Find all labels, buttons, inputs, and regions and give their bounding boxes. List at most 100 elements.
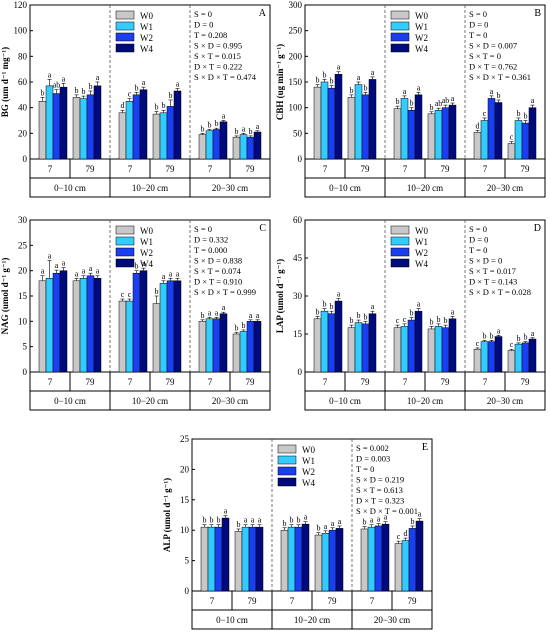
significance-letter: b [249, 127, 253, 136]
bar-W4 [253, 321, 262, 373]
bar-W4 [219, 313, 228, 373]
y-tick-label: 150 [289, 77, 303, 87]
time-label: 7 [128, 164, 133, 174]
bar-W2 [408, 528, 417, 592]
significance-letter: b [235, 127, 239, 136]
significance-letter: a [418, 510, 422, 519]
bar-W2 [441, 107, 450, 160]
legend-swatch-W2 [115, 32, 135, 42]
significance-letter: a [176, 269, 180, 278]
significance-letter: d [121, 101, 125, 110]
legend-swatch-W0 [115, 225, 135, 235]
significance-letter: b [330, 302, 334, 311]
legend-label: W2 [415, 33, 428, 43]
bar-W4 [59, 270, 68, 373]
significance-letter: a [384, 513, 388, 522]
bar-W4 [139, 270, 148, 373]
bar-W4 [93, 278, 102, 373]
bar-W4 [59, 86, 68, 160]
y-axis-label: BG (um d⁻¹ mg⁻¹) [0, 47, 10, 117]
panel-frame [304, 4, 546, 198]
significance-letter: a [451, 94, 455, 103]
bar-W2 [166, 280, 175, 373]
stat-line: S × T = 0.015 [194, 51, 241, 61]
significance-letter: ab [435, 99, 443, 108]
bar-W2 [52, 93, 61, 160]
stat-line: S × D = 0.007 [469, 41, 517, 51]
legend-swatch-W2 [277, 466, 297, 476]
bar-W4 [415, 520, 424, 592]
significance-letter: a [82, 267, 86, 276]
y-tick-label: 120 [14, 0, 28, 10]
significance-letter: a [96, 267, 100, 276]
time-label: 7 [403, 164, 408, 174]
y-tick-label: 20 [180, 464, 190, 474]
legend-label: W4 [140, 44, 153, 54]
panel-B: 0 50 100 150 200 250 300 CBH (ug min⁻¹ g⁻¹) B 7 79… [275, 0, 546, 198]
significance-letter: a [215, 308, 219, 317]
legend-swatch-W4 [390, 43, 410, 53]
y-tick-label: 5 [185, 556, 190, 566]
stat-line: D × T = 0.323 [356, 496, 404, 506]
bar-W0 [38, 101, 47, 160]
y-tick-label: 300 [289, 0, 303, 10]
significance-letter: b [490, 331, 494, 340]
time-label: 79 [361, 377, 371, 387]
significance-letter: b [497, 91, 501, 100]
bar-W0 [427, 328, 436, 373]
significance-letter: b [524, 112, 528, 121]
significance-letter: a [249, 311, 253, 320]
bar-W2 [521, 342, 530, 373]
significance-letter: a [142, 259, 146, 268]
bar-W2 [407, 319, 416, 373]
bar-W1 [434, 109, 443, 160]
significance-letter: a [403, 87, 407, 96]
bar-W1 [45, 278, 54, 373]
bar-W1 [434, 326, 443, 373]
bar-W2 [212, 318, 221, 373]
significance-letter: b [430, 317, 434, 326]
stat-line: D = 0 [469, 235, 488, 245]
depth-label: 10−20 cm [132, 183, 168, 193]
y-tick-label: 100 [289, 103, 303, 113]
significance-letter: a [41, 267, 45, 276]
bar-W2 [132, 272, 141, 373]
significance-letter: a [224, 507, 228, 516]
stat-line: T = 0.000 [194, 245, 227, 255]
stat-line: D × T = 0.910 [194, 277, 242, 287]
time-label: 79 [408, 596, 418, 606]
panel-letter: B [534, 8, 541, 19]
y-tick-label: 0 [298, 367, 303, 377]
stat-line: S × T = 0.017 [469, 266, 516, 276]
stat-line: S × D = 0.995 [194, 41, 242, 51]
significance-letter: b [350, 316, 354, 325]
time-label: 79 [86, 164, 96, 174]
stat-line: S × T = 0 [469, 51, 501, 61]
stat-line: S = 0 [469, 224, 487, 234]
legend-label: W1 [415, 22, 428, 32]
bar-W0 [234, 531, 243, 592]
time-label: 7 [208, 164, 213, 174]
bar-W0 [507, 350, 516, 373]
significance-letter: d [476, 121, 480, 130]
bar-W0 [313, 318, 322, 373]
panel-frame [304, 219, 546, 411]
bar-W1 [480, 341, 489, 373]
y-axis-label: ALP (umol d⁻¹ g⁻¹) [162, 478, 172, 552]
bar-W2 [374, 525, 383, 592]
significance-letter: b [323, 300, 327, 309]
significance-letter: b [41, 88, 45, 97]
stat-line: S × D × T = 0.999 [194, 287, 256, 297]
significance-letter: a [89, 264, 93, 273]
bar-W0 [473, 132, 482, 160]
y-tick-label: 25 [18, 240, 28, 250]
time-label: 79 [521, 377, 531, 387]
bar-W0 [198, 321, 207, 373]
legend-label: W2 [302, 467, 315, 477]
legend-swatch-W4 [115, 258, 135, 268]
significance-letter: b [217, 516, 221, 525]
bar-W2 [212, 129, 221, 160]
bar-W4 [368, 313, 377, 373]
